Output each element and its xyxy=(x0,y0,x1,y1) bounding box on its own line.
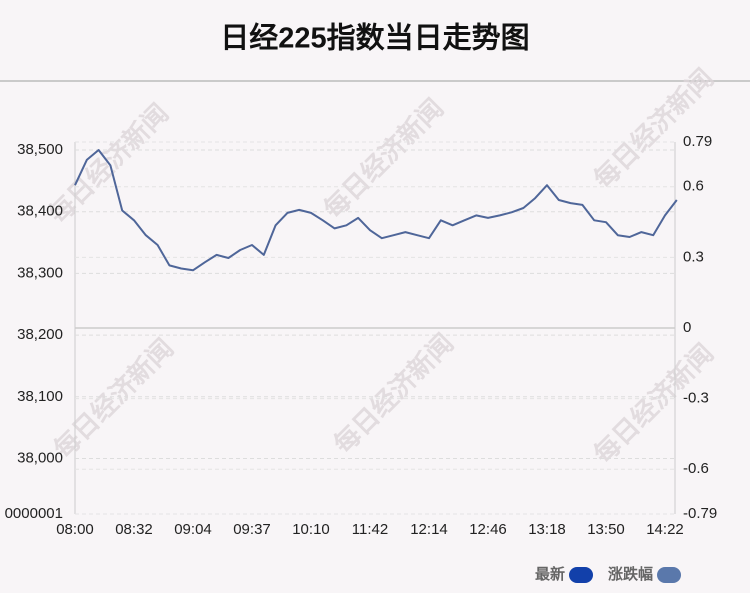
y2-tick-label: -0.79 xyxy=(683,505,717,522)
x-tick-label: 14:22 xyxy=(646,521,684,538)
y-tick-label: 0000001 xyxy=(5,505,63,522)
x-tick-label: 09:37 xyxy=(233,521,271,538)
x-tick-label: 12:14 xyxy=(410,521,448,538)
x-tick-label: 08:00 xyxy=(56,521,94,538)
series-line xyxy=(74,149,678,272)
watermark: 每日经济新闻 xyxy=(588,63,720,195)
y-tick-label: 38,200 xyxy=(17,326,63,343)
y2-tick-label: -0.3 xyxy=(683,390,709,407)
y-tick-label: 38,400 xyxy=(17,203,63,220)
y-tick-label: 38,000 xyxy=(17,449,63,466)
chart-title: 日经225指数当日走势图 xyxy=(220,21,529,55)
x-tick-label: 11:42 xyxy=(352,521,388,538)
y-tick-label: 38,100 xyxy=(17,388,63,405)
legend-swatch xyxy=(657,567,682,583)
legend-label: 涨跌幅 xyxy=(608,565,653,583)
x-tick-label: 13:18 xyxy=(528,521,566,538)
y-tick-label: 38,300 xyxy=(17,264,63,281)
y-tick-label: 38,500 xyxy=(17,141,63,158)
legend-swatch xyxy=(569,567,594,583)
watermark: 每日经济新闻 xyxy=(328,328,460,460)
y2-tick-label: 0 xyxy=(683,319,691,336)
y2-tick-label: 0.79 xyxy=(683,133,712,150)
watermark: 每日经济新闻 xyxy=(318,93,450,225)
x-tick-label: 09:04 xyxy=(174,521,212,538)
y2-tick-label: 0.3 xyxy=(683,248,704,265)
x-tick-label: 10:10 xyxy=(292,521,330,538)
x-tick-label: 13:50 xyxy=(587,521,625,538)
y2-tick-label: -0.6 xyxy=(683,460,709,477)
y2-tick-label: 0.6 xyxy=(683,178,704,195)
legend-label: 最新 xyxy=(535,565,565,583)
x-tick-label: 08:32 xyxy=(115,521,153,538)
x-tick-label: 12:46 xyxy=(469,521,507,538)
